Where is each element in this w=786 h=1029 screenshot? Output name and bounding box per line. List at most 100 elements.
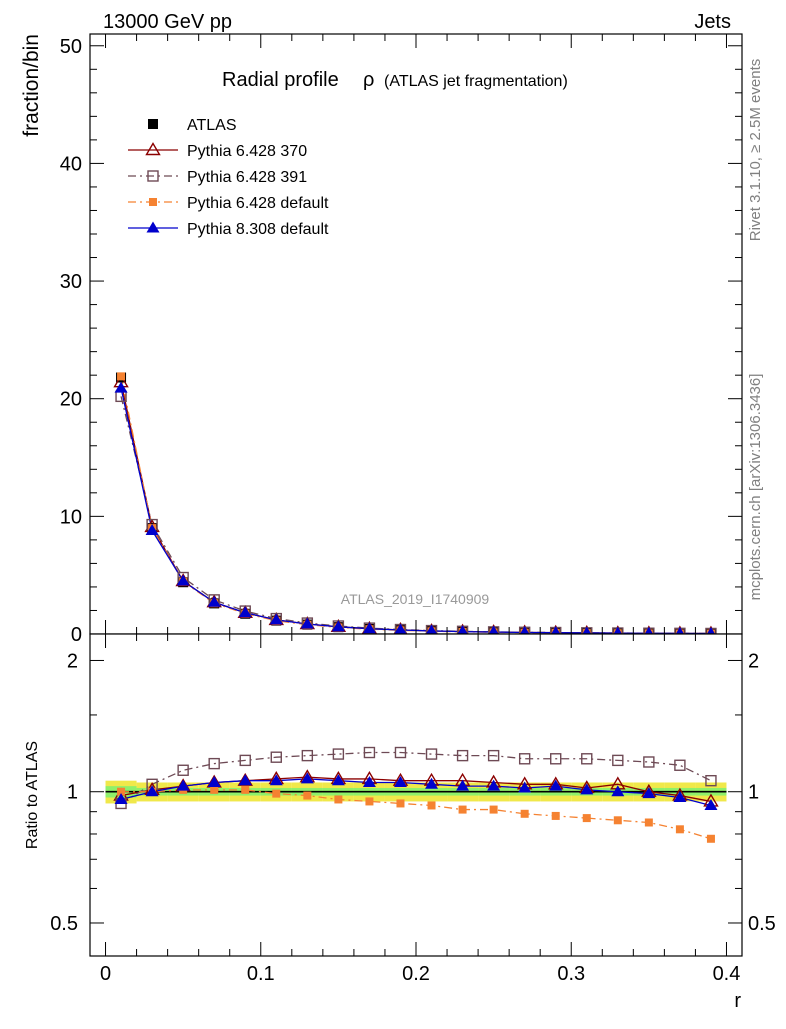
legend: ATLAS Pythia 6.428 370 Pythia 6.428 391 Pyt…	[128, 117, 329, 238]
data-point-pythia-6-428-default	[117, 372, 126, 381]
data-point-pythia-8-308-default	[456, 625, 470, 637]
ratio-point-pythia-8-308-default	[611, 785, 625, 797]
ratio-point-pythia-6-428-default	[551, 811, 560, 820]
data-point-pythia-8-308-default	[176, 574, 190, 586]
header-category-label: Jets	[694, 11, 731, 33]
y-axis-label-ratio: Ratio to ATLAS	[24, 741, 41, 849]
ratio-point-pythia-8-308-default	[704, 798, 718, 810]
chart-title: Radial profile	[222, 69, 339, 91]
ratio-point-pythia-6-428-391	[643, 756, 655, 768]
ratio-point-pythia-8-308-default	[425, 777, 439, 789]
x-axis-label: r	[734, 990, 741, 1012]
chart-title-group: Radial profile ρ (ATLAS jet fragmentatio…	[222, 69, 568, 91]
legend-label: Pythia 6.428 391	[187, 169, 307, 186]
ratio-y-tick-label: 1	[67, 782, 78, 804]
ratio-point-pythia-6-428-default	[365, 797, 374, 806]
ratio-point-pythia-6-428-391	[518, 753, 531, 765]
ratio-point-pythia-8-308-default	[393, 775, 407, 787]
mcplots-label: mcplots.cern.ch [arXiv:1306.3436]	[747, 374, 764, 601]
ratio-point-pythia-6-428-391	[394, 746, 407, 759]
ratio-point-pythia-6-428-default	[706, 834, 715, 843]
header-collision-label: 13000 GeV pp	[103, 11, 232, 33]
ratio-point-pythia-6-428-default	[303, 791, 312, 800]
ratio-point-pythia-6-428-391	[239, 754, 251, 767]
ratio-point-pythia-6-428-391	[208, 757, 220, 770]
ratio-point-pythia-6-428-default	[241, 785, 250, 794]
data-point-pythia-8-308-default	[238, 606, 252, 618]
ratio-point-pythia-6-428-391	[301, 749, 314, 762]
ratio-line-pythia-6-428-default	[121, 789, 712, 840]
data-point-pythia-8-308-default	[362, 622, 376, 634]
ratio-point-pythia-6-428-default	[210, 785, 219, 794]
ratio-point-pythia-6-428-391	[581, 753, 593, 765]
ratio-point-pythia-8-308-default	[238, 774, 252, 786]
ratio-line-pythia-8-308-default	[120, 778, 712, 807]
ratio-y-tick-label: 0.5	[50, 913, 78, 935]
ratio-point-pythia-8-308-default	[362, 775, 376, 787]
ratio-point-pythia-8-308-default	[518, 781, 532, 793]
y-tick-label: 0	[71, 624, 82, 646]
y-axis-label-main: fraction/bin	[20, 34, 43, 137]
legend-marker	[148, 119, 158, 129]
ratio-point-pythia-8-308-default	[269, 774, 283, 786]
analysis-watermark: ATLAS_2019_I1740909	[341, 591, 490, 607]
data-point-pythia-8-308-default	[425, 624, 439, 636]
rivet-label: Rivet 3.1.10, ≥ 2.5M events	[747, 59, 764, 242]
y-tick-label: 20	[60, 389, 82, 411]
ratio-point-pythia-6-428-391	[425, 748, 438, 760]
ratio-point-pythia-6-428-default	[520, 809, 529, 818]
ratio-point-pythia-8-308-default	[487, 779, 501, 791]
chart-title-symbol: ρ	[363, 69, 374, 91]
data-point-pythia-8-308-default	[145, 523, 159, 535]
ratio-point-pythia-8-308-default	[456, 779, 470, 791]
legend-item-atlas: ATLAS	[148, 117, 237, 134]
legend-marker	[145, 142, 161, 156]
y-tick-label: 40	[60, 153, 82, 175]
legend-label: Pythia 6.428 default	[187, 195, 329, 212]
ratio-point-pythia-8-308-default	[176, 779, 190, 791]
legend-item-pythia-6-428-default: Pythia 6.428 default	[128, 195, 329, 212]
x-tick-label: 0	[100, 963, 111, 985]
x-tick-label: 0.1	[247, 963, 275, 985]
ratio-point-pythia-6-428-default	[458, 805, 467, 814]
legend-marker	[146, 221, 160, 233]
ratio-point-pythia-8-308-default	[673, 790, 687, 802]
legend-label: Pythia 8.308 default	[187, 221, 329, 238]
legend-marker	[147, 170, 159, 182]
ratio-point-pythia-6-428-391	[177, 764, 189, 776]
data-point-pythia-8-308-default	[393, 623, 407, 635]
chart-subtitle: (ATLAS jet fragmentation)	[384, 73, 568, 90]
ratio-point-pythia-8-308-default	[642, 787, 656, 799]
ratio-point-pythia-6-428-391	[705, 774, 717, 787]
ratio-point-pythia-8-308-default	[549, 779, 563, 791]
ratio-point-pythia-6-428-default	[272, 789, 281, 798]
ratio-series-markers	[113, 746, 719, 843]
y-tick-label: 30	[60, 271, 82, 293]
ratio-point-pythia-6-428-default	[613, 816, 622, 825]
data-point-pythia-8-308-default	[269, 613, 283, 625]
y-tick-label: 50	[60, 36, 82, 58]
y-tick-label: 10	[60, 506, 82, 528]
ratio-y-tick-label-right: 1	[748, 782, 759, 804]
ratio-point-pythia-6-428-391	[550, 753, 562, 765]
legend-label: Pythia 6.428 370	[187, 143, 307, 160]
ratio-point-pythia-6-428-default	[675, 825, 684, 834]
x-tick-label: 0.3	[557, 963, 585, 985]
ratio-point-pythia-6-428-391	[270, 751, 282, 763]
ratio-y-tick-label: 2	[67, 650, 78, 672]
ratio-point-pythia-6-428-391	[363, 746, 376, 759]
data-point-pythia-8-308-default	[331, 620, 345, 632]
data-point-pythia-8-308-default	[114, 381, 128, 393]
legend-item-pythia-8-308-default: Pythia 8.308 default	[128, 221, 329, 238]
ratio-point-pythia-8-308-default	[114, 792, 128, 804]
ratio-point-pythia-6-428-default	[396, 799, 405, 808]
ratio-point-pythia-6-428-391	[487, 749, 500, 762]
legend-item-pythia-6-428-391: Pythia 6.428 391	[128, 169, 307, 186]
ratio-panel: 0.5 0.5 1 1 2 2 0 0.1 0.2 0.3 0.4 Ratio to ATLAS r	[24, 633, 776, 1012]
ratio-point-pythia-8-308-default	[580, 783, 594, 795]
ratio-y-tick-label-right: 0.5	[748, 913, 776, 935]
legend-item-pythia-6-428-370: Pythia 6.428 370	[128, 142, 307, 160]
ratio-point-pythia-8-308-default	[145, 785, 159, 797]
data-point-pythia-8-308-default	[300, 617, 314, 629]
